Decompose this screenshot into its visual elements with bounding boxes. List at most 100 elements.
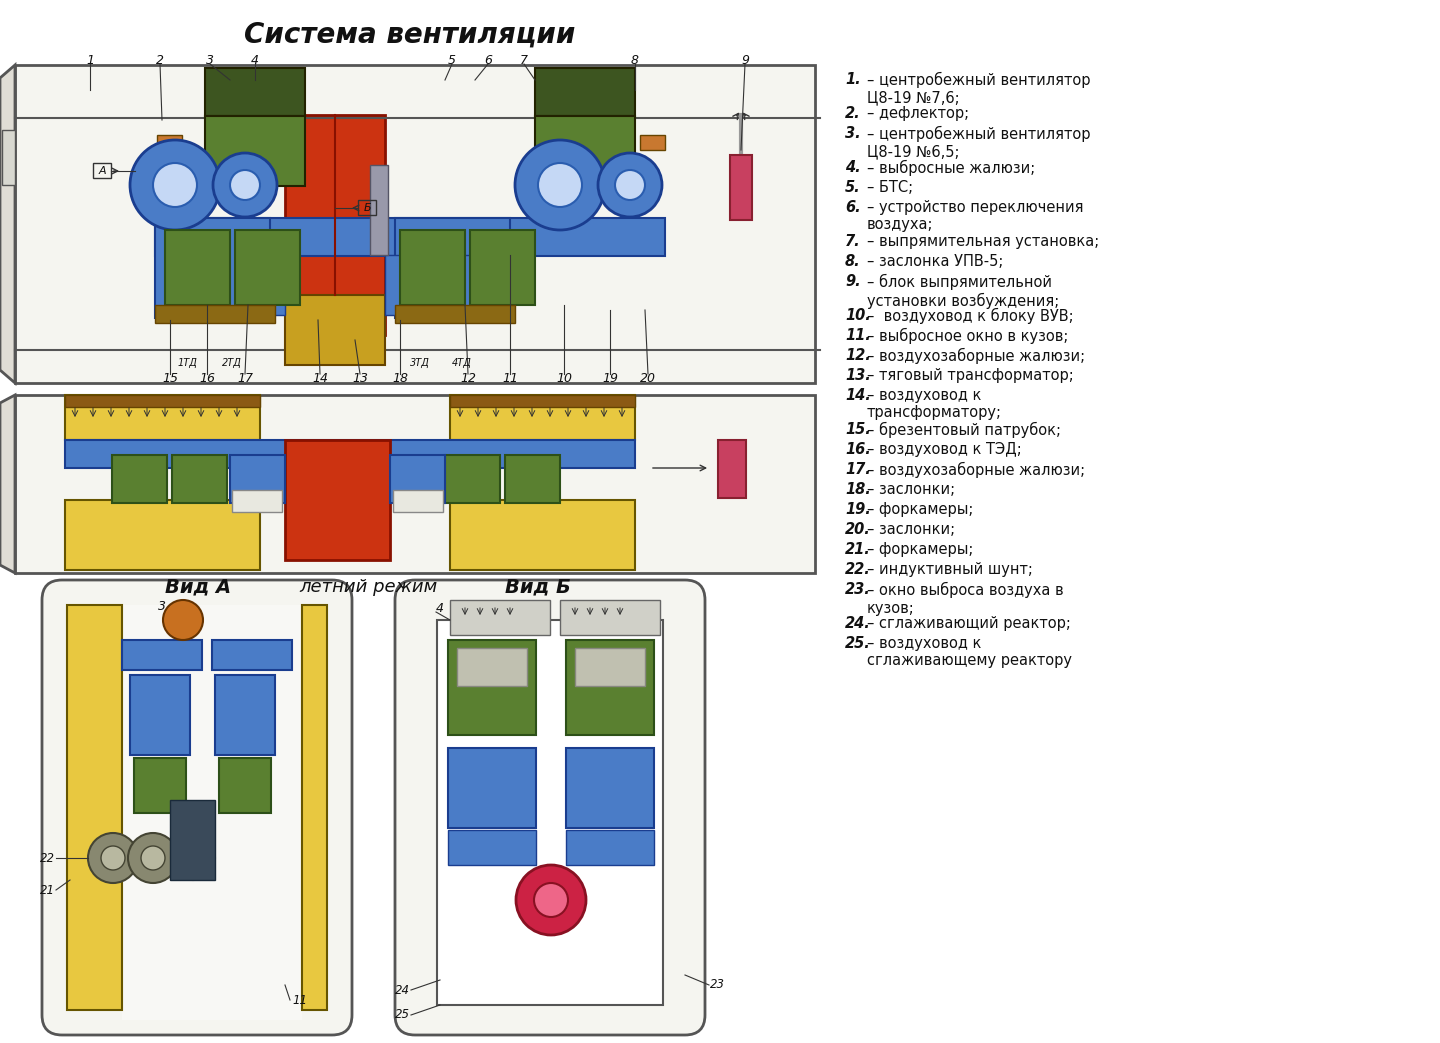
Text: – воздуховод к
трансформатору;: – воздуховод к трансформатору;	[867, 388, 1002, 420]
Text: 1.: 1.	[845, 72, 861, 87]
Bar	[560, 600, 660, 635]
Text: 9: 9	[742, 53, 749, 67]
Bar	[719, 440, 746, 498]
Text: 8: 8	[631, 53, 639, 67]
Text: 21.: 21.	[845, 542, 871, 557]
Text: 13.: 13.	[845, 368, 871, 383]
Text: 5: 5	[448, 53, 456, 67]
Text: – воздуховод к ТЭД;: – воздуховод к ТЭД;	[867, 442, 1022, 457]
Bar	[156, 218, 665, 256]
Text: – воздуховод к
сглаживающему реактору: – воздуховод к сглаживающему реактору	[867, 636, 1071, 669]
Bar	[156, 305, 275, 323]
Text: 4: 4	[251, 53, 259, 67]
Bar	[449, 395, 635, 407]
Bar	[575, 648, 645, 686]
Bar	[359, 200, 376, 215]
Bar	[639, 135, 665, 150]
Text: – заслонки;: – заслонки;	[867, 522, 955, 537]
Text: 25: 25	[395, 1009, 410, 1021]
Bar	[65, 440, 635, 468]
Text: А: А	[98, 166, 105, 176]
Text: 16.: 16.	[845, 442, 871, 457]
Bar	[395, 218, 510, 318]
Bar	[730, 155, 752, 220]
Text: 2.: 2.	[845, 106, 861, 121]
Bar	[456, 648, 527, 686]
Text: – заслонки;: – заслонки;	[867, 482, 955, 498]
Bar	[566, 748, 654, 828]
Bar	[200, 254, 215, 315]
Bar	[166, 231, 230, 305]
Text: 8.: 8.	[845, 254, 861, 269]
Text: 10: 10	[556, 371, 572, 385]
Circle shape	[153, 163, 197, 207]
Circle shape	[230, 170, 261, 200]
Circle shape	[539, 163, 582, 207]
Text: – окно выброса воздуха в
кузов;: – окно выброса воздуха в кузов;	[867, 582, 1064, 615]
Text: 20.: 20.	[845, 522, 871, 537]
Circle shape	[128, 833, 179, 883]
Bar	[448, 748, 536, 828]
Text: 14: 14	[312, 371, 328, 385]
Text: 17: 17	[238, 371, 253, 385]
Circle shape	[163, 600, 203, 640]
Text: 11: 11	[292, 994, 308, 1006]
Circle shape	[130, 140, 220, 231]
Bar	[271, 254, 285, 315]
Bar	[536, 68, 635, 116]
Text: 2ТД: 2ТД	[222, 358, 242, 368]
Circle shape	[171, 836, 215, 880]
Text: Система вентиляции: Система вентиляции	[245, 21, 576, 49]
Text: – выбросное окно в кузов;: – выбросное окно в кузов;	[867, 328, 1068, 344]
Text: 3ТД: 3ТД	[410, 358, 431, 368]
Text: Б: Б	[363, 203, 372, 213]
Bar	[448, 830, 536, 865]
Text: 7.: 7.	[845, 234, 861, 249]
Bar	[232, 490, 282, 512]
Bar	[393, 490, 444, 512]
Text: –  воздуховод к блоку ВУВ;: – воздуховод к блоку ВУВ;	[867, 308, 1074, 324]
Circle shape	[141, 846, 166, 870]
Circle shape	[598, 153, 662, 217]
Text: 4: 4	[436, 602, 444, 614]
Bar	[156, 218, 271, 318]
Text: 6.: 6.	[845, 200, 861, 215]
Circle shape	[534, 883, 567, 917]
Text: 18: 18	[392, 371, 408, 385]
Text: – воздухозаборные жалюзи;: – воздухозаборные жалюзи;	[867, 462, 1086, 478]
Text: 6: 6	[484, 53, 492, 67]
Bar	[285, 115, 384, 335]
Bar	[566, 830, 654, 865]
Text: 23.: 23.	[845, 582, 871, 597]
Bar	[469, 231, 536, 305]
Bar	[235, 231, 300, 305]
Text: – брезентовый патрубок;: – брезентовый патрубок;	[867, 422, 1061, 438]
Bar	[170, 800, 215, 880]
Bar	[212, 640, 292, 670]
Bar	[215, 675, 275, 755]
Text: 4.: 4.	[845, 160, 861, 175]
Bar	[455, 254, 469, 315]
Bar	[157, 135, 181, 150]
Text: 14.: 14.	[845, 388, 871, 403]
Text: 11: 11	[503, 371, 518, 385]
Text: – устройство переключения
воздуха;: – устройство переключения воздуха;	[867, 200, 1083, 233]
Text: – тяговый трансформатор;: – тяговый трансформатор;	[867, 368, 1074, 383]
Text: 3.: 3.	[845, 126, 861, 141]
Bar	[65, 395, 261, 440]
Bar	[130, 675, 190, 755]
Text: – центробежный вентилятор
Ц8-19 №6,5;: – центробежный вентилятор Ц8-19 №6,5;	[867, 126, 1090, 160]
Text: 11.: 11.	[845, 328, 871, 343]
Text: – блок выпрямительной
установки возбуждения;: – блок выпрямительной установки возбужде…	[867, 274, 1060, 309]
Bar	[449, 395, 635, 440]
Text: – дефлектор;: – дефлектор;	[867, 106, 969, 121]
Bar	[566, 640, 654, 735]
Circle shape	[516, 865, 586, 935]
Text: 12.: 12.	[845, 348, 871, 363]
Text: 21: 21	[40, 883, 55, 897]
Text: – сглаживающий реактор;: – сглаживающий реактор;	[867, 616, 1071, 631]
Bar	[14, 395, 815, 573]
Text: – выпрямительная установка;: – выпрямительная установка;	[867, 234, 1099, 249]
Text: 24.: 24.	[845, 616, 871, 631]
Text: 19.: 19.	[845, 502, 871, 517]
